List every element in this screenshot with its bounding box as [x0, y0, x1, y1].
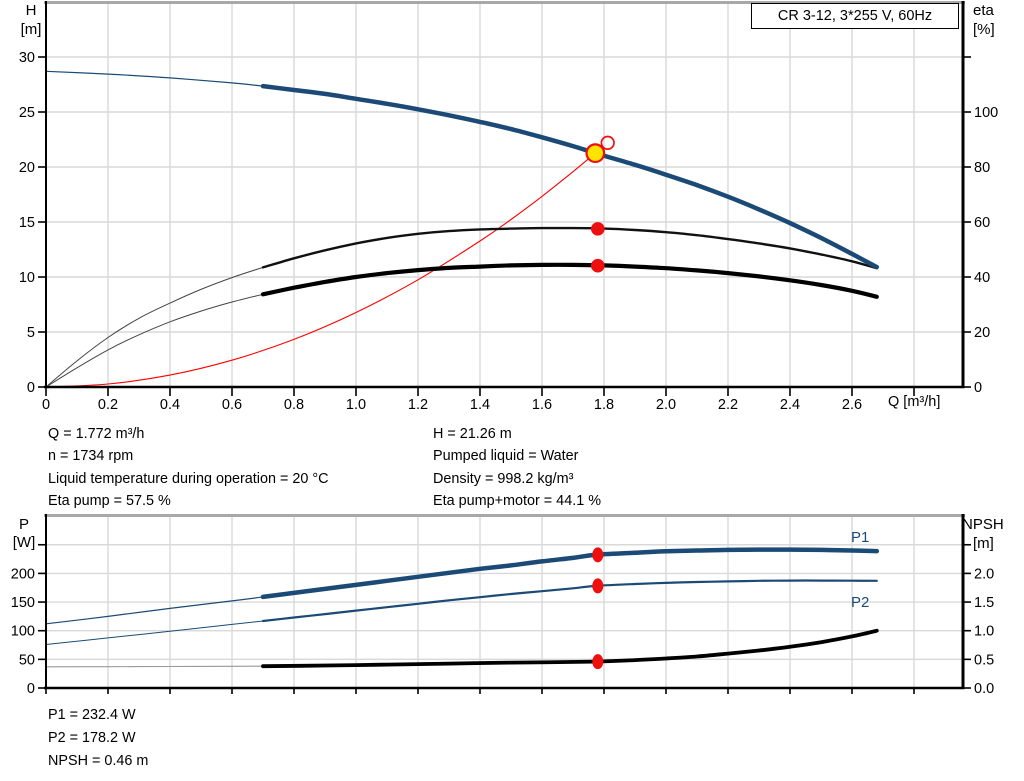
p-axis-title: P [W]: [6, 516, 42, 552]
p2-curve-label: P2: [851, 594, 870, 611]
y-left-tick-label: 10: [19, 270, 35, 286]
y-right-tick-label: 100: [974, 105, 998, 121]
x-tick-label: 2.2: [718, 397, 738, 413]
p-axis-title-line2: [W]: [12, 534, 36, 551]
curve-head-curve-thin: [45, 70, 264, 87]
npsh-axis-title: NPSH [m]: [962, 515, 1004, 553]
y-right-tick-label: 40: [974, 270, 990, 286]
curve-eta-pump-motor: [260, 262, 879, 299]
requested-duty-point-marker: [600, 135, 615, 150]
info-head: H = 21.26 m: [433, 426, 512, 442]
curve-p1: [260, 547, 880, 600]
curve-eta-pump-motor-thin: [45, 293, 264, 388]
x-tick-label: 2.6: [842, 397, 862, 413]
y-left-tick-label: 50: [19, 652, 35, 668]
y-right-tick-label: 20: [974, 325, 990, 341]
y-left-tick-label: 20: [19, 160, 35, 176]
duty-info-left: Q = 1.772 m³/h n = 1734 rpm Liquid tempe…: [48, 423, 329, 513]
x-tick-label: 2.4: [780, 397, 800, 413]
y-right-tick-label: 0.0: [974, 681, 994, 697]
q-axis-title: Q [m³/h]: [888, 394, 941, 410]
y-right-tick-label: 1.0: [974, 624, 994, 640]
curve-eta-pump: [261, 226, 878, 270]
npsh-axis-title-line2: [m]: [973, 535, 994, 552]
info-npsh: NPSH = 0.46 m: [48, 753, 149, 769]
h-axis-title-line2: [m]: [20, 21, 42, 38]
duty-point-marker: [585, 143, 606, 164]
eta-axis-title-line2: [%]: [973, 21, 995, 38]
curve-p1-thin: [45, 596, 264, 625]
info-p1: P1 = 232.4 W: [48, 707, 136, 723]
info-flow: Q = 1.772 m³/h: [48, 426, 145, 442]
x-tick-label: 1.2: [408, 397, 428, 413]
y-right-tick-label: 1.5: [974, 595, 994, 611]
y-left-tick-label: 0: [27, 380, 35, 396]
y-left-tick-label: 200: [11, 566, 35, 582]
npsh-axis-title-line1: NPSH: [962, 516, 1004, 533]
x-tick-label: 2.0: [656, 397, 676, 413]
y-right-tick-label: 0.5: [974, 652, 994, 668]
h-axis-title-line1: H: [25, 2, 37, 19]
p-axis-title-line1: P: [18, 516, 29, 533]
curve-head-curve: [260, 83, 880, 270]
x-tick-label: 0.6: [222, 397, 242, 413]
curve-p2-thin: [45, 620, 264, 645]
h-axis-title: H [m]: [14, 1, 48, 39]
x-tick-label: 1.4: [470, 397, 490, 413]
y-left-tick-label: 5: [27, 325, 35, 341]
operating-value-marker: [592, 578, 604, 594]
y-right-tick-label: 80: [974, 160, 990, 176]
x-tick-label: 1.8: [594, 397, 614, 413]
y-right-tick-label: 0: [974, 380, 982, 396]
y-right-tick-label: 60: [974, 215, 990, 231]
info-speed: n = 1734 rpm: [48, 448, 134, 465]
info-density: Density = 998.2 kg/m³: [433, 470, 574, 487]
x-tick-label: 0.2: [98, 397, 118, 413]
x-tick-label: 0.4: [160, 397, 180, 413]
x-tick-label: 1.6: [532, 397, 552, 413]
info-eta-pump-motor: Eta pump+motor = 44.1 %: [433, 493, 601, 510]
info-p2: P2 = 178.2 W: [48, 730, 136, 746]
y-left-tick-label: 100: [11, 624, 35, 640]
info-eta-pump: Eta pump = 57.5 %: [48, 493, 171, 510]
y-left-tick-label: 0: [27, 681, 35, 697]
y-left-tick-label: 25: [19, 105, 35, 121]
x-tick-label: 1.0: [346, 397, 366, 413]
y-left-tick-label: 30: [19, 50, 35, 66]
curve-npsh-thin: [45, 665, 264, 668]
power-info: P1 = 232.4 W P2 = 178.2 W NPSH = 0.46 m: [48, 704, 148, 773]
info-pumped-liquid: Pumped liquid = Water: [433, 448, 579, 465]
y-left-tick-label: 15: [19, 215, 35, 231]
curve-npsh: [261, 628, 879, 669]
operating-value-marker: [591, 222, 605, 236]
y-left-tick-label: 150: [11, 595, 35, 611]
operating-value-marker: [592, 547, 604, 563]
p1-curve-label: P1: [851, 529, 870, 546]
curve-system-curve: [45, 152, 596, 388]
curve-eta-pump-thin: [45, 266, 264, 388]
eta-axis-title: eta [%]: [973, 1, 995, 39]
curve-p2: [261, 579, 878, 623]
eta-axis-title-line1: eta: [973, 2, 994, 19]
pump-title-box: CR 3-12, 3*255 V, 60Hz: [751, 3, 959, 29]
x-tick-label: 0.8: [284, 397, 304, 413]
info-liquid-temperature: Liquid temperature during operation = 20…: [48, 470, 329, 487]
operating-value-marker: [592, 654, 604, 670]
operating-value-marker: [591, 258, 605, 273]
y-right-tick-label: 2.0: [974, 566, 994, 582]
x-tick-label: 0: [42, 397, 50, 413]
duty-info-right: H = 21.26 m Pumped liquid = Water Densit…: [433, 423, 601, 513]
